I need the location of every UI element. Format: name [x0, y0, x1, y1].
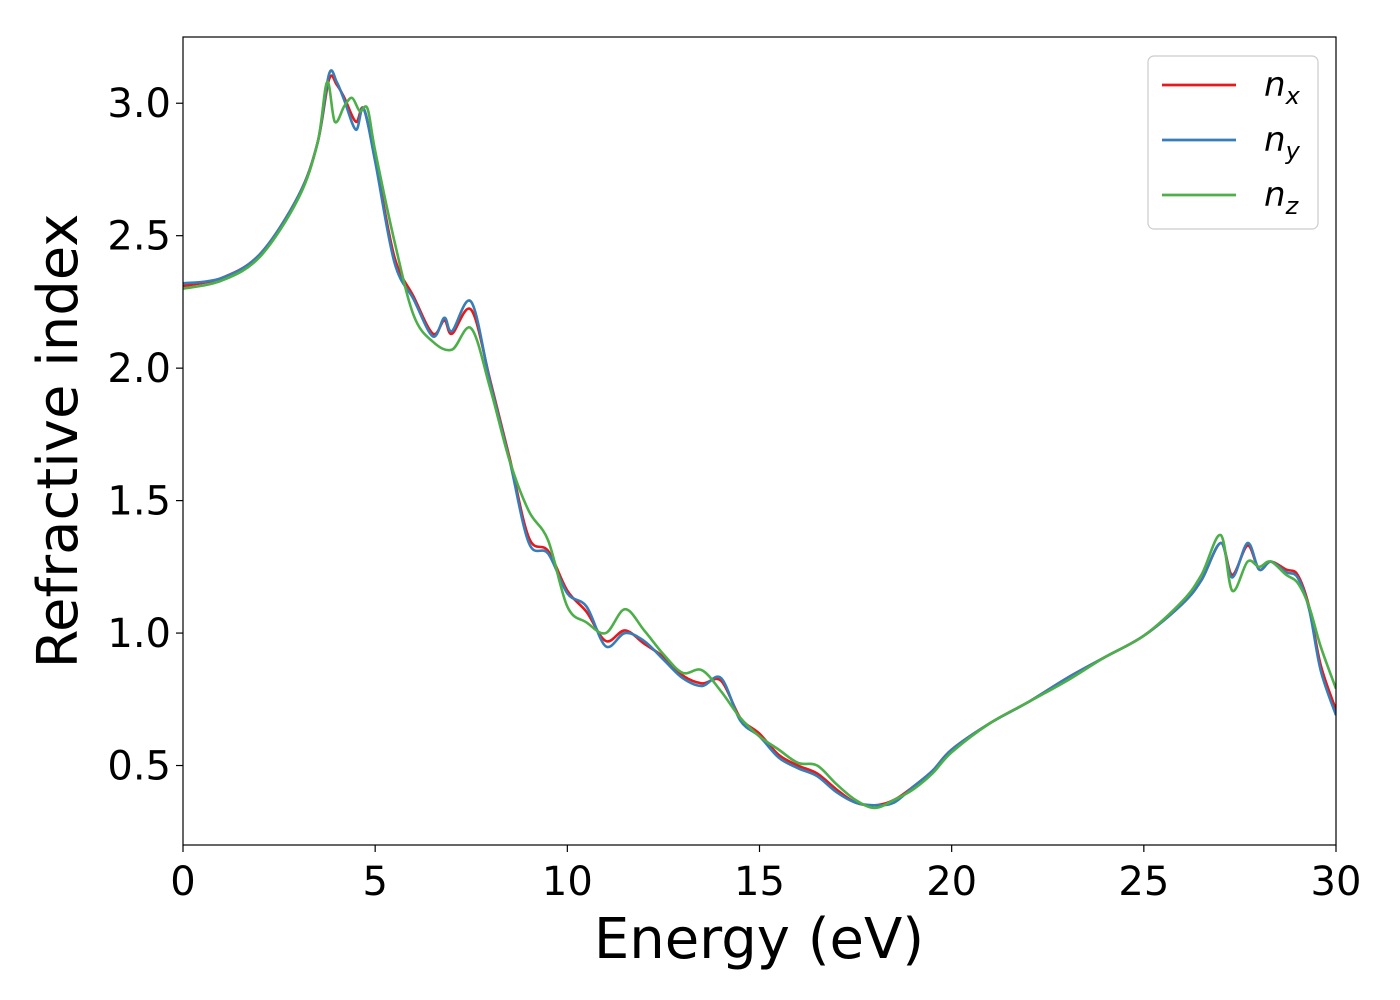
x-axis: 0 5 10 15 20 25 30 — [170, 845, 1361, 905]
x-axis-label: Energy (eV) — [594, 907, 924, 972]
y-tick-label: 1.5 — [107, 479, 171, 525]
y-axis: 0.5 1.0 1.5 2.0 2.5 3.0 — [107, 81, 183, 790]
legend-label-x: nx — [1264, 65, 1301, 110]
y-tick-label: 3.0 — [107, 81, 171, 127]
legend-label-base: n — [1264, 175, 1286, 215]
y-axis-label: Refractive index — [26, 214, 91, 669]
x-tick-label: 20 — [926, 859, 977, 905]
y-tick-label: 2.5 — [107, 214, 171, 260]
legend-label-y: ny — [1264, 120, 1301, 165]
x-tick-label: 30 — [1311, 859, 1362, 905]
x-tick-label: 5 — [362, 859, 387, 905]
y-tick-label: 2.0 — [107, 346, 171, 392]
x-tick-label: 15 — [734, 859, 785, 905]
legend-label-subscript: z — [1285, 192, 1300, 220]
y-tick-label: 0.5 — [107, 744, 171, 790]
legend-label-z: nz — [1264, 175, 1300, 220]
series-line-z — [183, 80, 1336, 810]
x-tick-label: 25 — [1118, 859, 1169, 905]
legend-label-base: n — [1264, 120, 1286, 160]
series-lines — [183, 69, 1336, 810]
legend-box — [1147, 55, 1319, 230]
y-tick-label: 1.0 — [107, 611, 171, 657]
x-tick-label: 0 — [170, 859, 195, 905]
legend-label-subscript: y — [1285, 137, 1301, 165]
legend-label-subscript: x — [1285, 82, 1301, 110]
legend-label-base: n — [1264, 65, 1286, 105]
x-tick-label: 10 — [542, 859, 593, 905]
